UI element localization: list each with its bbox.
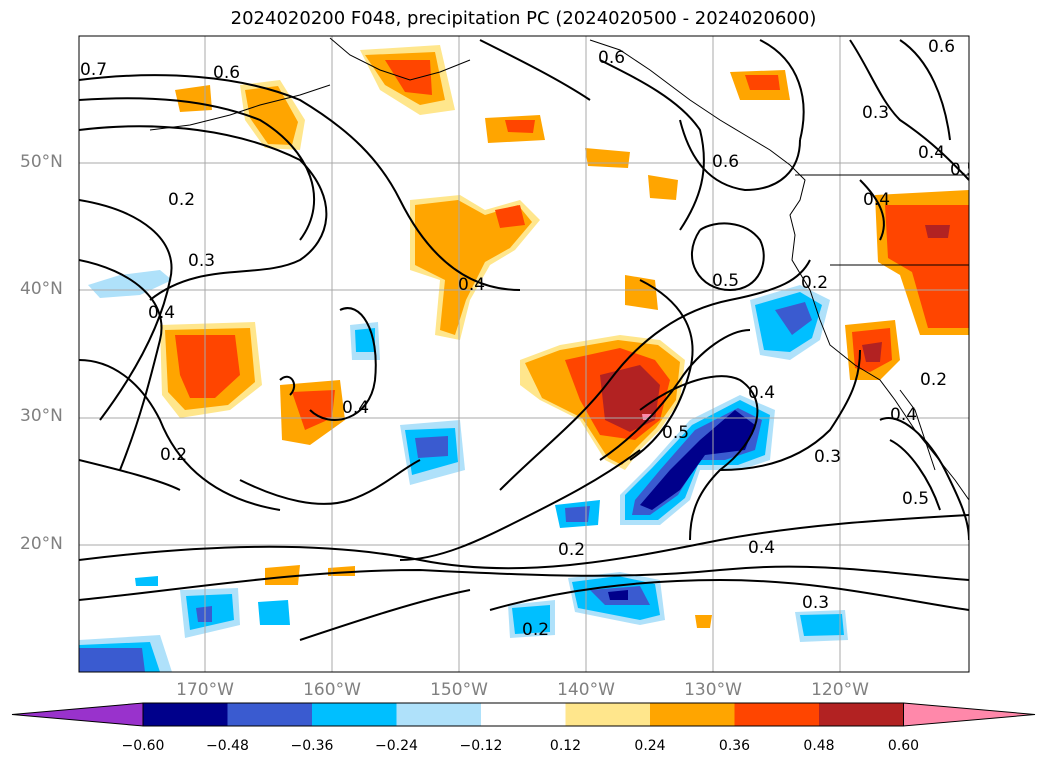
lon-label-130w: 130°W <box>684 680 742 700</box>
contour-label: 0.2 <box>160 445 187 465</box>
contour-label: 0.6 <box>213 63 240 83</box>
negative-precip-regions <box>79 270 848 672</box>
contour-label: 0.5 <box>950 160 977 180</box>
lat-label-50n: 50°N <box>20 152 63 172</box>
lat-label-40n: 40°N <box>20 279 63 299</box>
contour-label: 0.7 <box>80 60 107 80</box>
contour-label: 0.6 <box>712 152 739 172</box>
lat-label-30n: 30°N <box>20 406 63 426</box>
colorbar-tick-label: 0.12 <box>549 738 582 754</box>
contour-label: 0.3 <box>814 447 841 467</box>
colorbar-segment <box>565 703 650 726</box>
colorbar-tick-label: 0.60 <box>887 738 920 754</box>
colorbar-tick-label: −0.60 <box>121 738 165 754</box>
contour-label: 0.4 <box>863 190 890 210</box>
colorbar-tick-label: −0.24 <box>375 738 418 754</box>
colorbar-tick-label: 0.24 <box>634 738 666 754</box>
contour-label: 0.3 <box>802 593 829 613</box>
colorbar-segment <box>312 703 397 726</box>
colorbar-tick-label: −0.48 <box>206 738 249 754</box>
colorbar-border <box>142 702 904 727</box>
colorbar-segment <box>143 703 228 726</box>
contour-label: 0.6 <box>598 48 625 68</box>
contour-label: 0.4 <box>748 538 775 558</box>
colorbar-segment <box>396 703 481 726</box>
contour-label: 0.2 <box>168 190 195 210</box>
colorbar-extend-low <box>11 702 144 727</box>
lon-label-140w: 140°W <box>557 680 615 700</box>
contour-lines <box>79 39 969 641</box>
contour-label: 0.2 <box>522 620 549 640</box>
colorbar-tick-label: −0.12 <box>459 738 503 754</box>
colorbar-tick-label: 0.48 <box>803 738 835 754</box>
colorbar-extend-high <box>903 702 1036 727</box>
contour-label: 0.5 <box>662 423 689 443</box>
contour-label: 0.4 <box>748 383 775 403</box>
colorbar-segment <box>650 703 735 726</box>
map-title: 2024020200 F048, precipitation PC (20240… <box>230 8 817 29</box>
contour-label: 0.2 <box>920 370 947 390</box>
contour-label: 0.4 <box>918 143 945 163</box>
contour-label: 0.4 <box>148 303 175 323</box>
coastlines <box>149 37 969 501</box>
lat-label-20n: 20°N <box>20 534 63 554</box>
contour-label: 0.6 <box>928 37 955 57</box>
graticule <box>79 36 969 672</box>
contour-label-group: 0.6 0.6 0.6 0.6 0.3 0.5 0.4 0.2 0.3 0.4 … <box>80 37 977 640</box>
contour-label: 0.2 <box>801 273 828 293</box>
contour-label: 0.4 <box>342 398 369 418</box>
contour-label: 0.4 <box>890 405 917 425</box>
lon-label-120w: 120°W <box>811 680 869 700</box>
lon-label-170w: 170°W <box>176 680 234 700</box>
colorbar-tick-label: −0.36 <box>290 738 334 754</box>
colorbar-segment <box>734 703 819 726</box>
contour-label: 0.4 <box>458 275 485 295</box>
contour-label: 0.5 <box>712 271 739 291</box>
colorbar-segment <box>227 703 312 726</box>
lon-label-160w: 160°W <box>303 680 361 700</box>
contour-label: 0.3 <box>188 251 215 271</box>
colorbar-segment <box>819 703 904 726</box>
lon-label-150w: 150°W <box>430 680 488 700</box>
colorbar-tick-label: 0.36 <box>718 738 751 754</box>
contour-label: 0.5 <box>902 489 929 509</box>
colorbar-segment <box>481 703 566 726</box>
map-frame <box>78 35 970 673</box>
colorbar <box>11 702 1036 727</box>
contour-label: 0.3 <box>862 103 889 123</box>
contour-label: 0.2 <box>558 540 585 560</box>
